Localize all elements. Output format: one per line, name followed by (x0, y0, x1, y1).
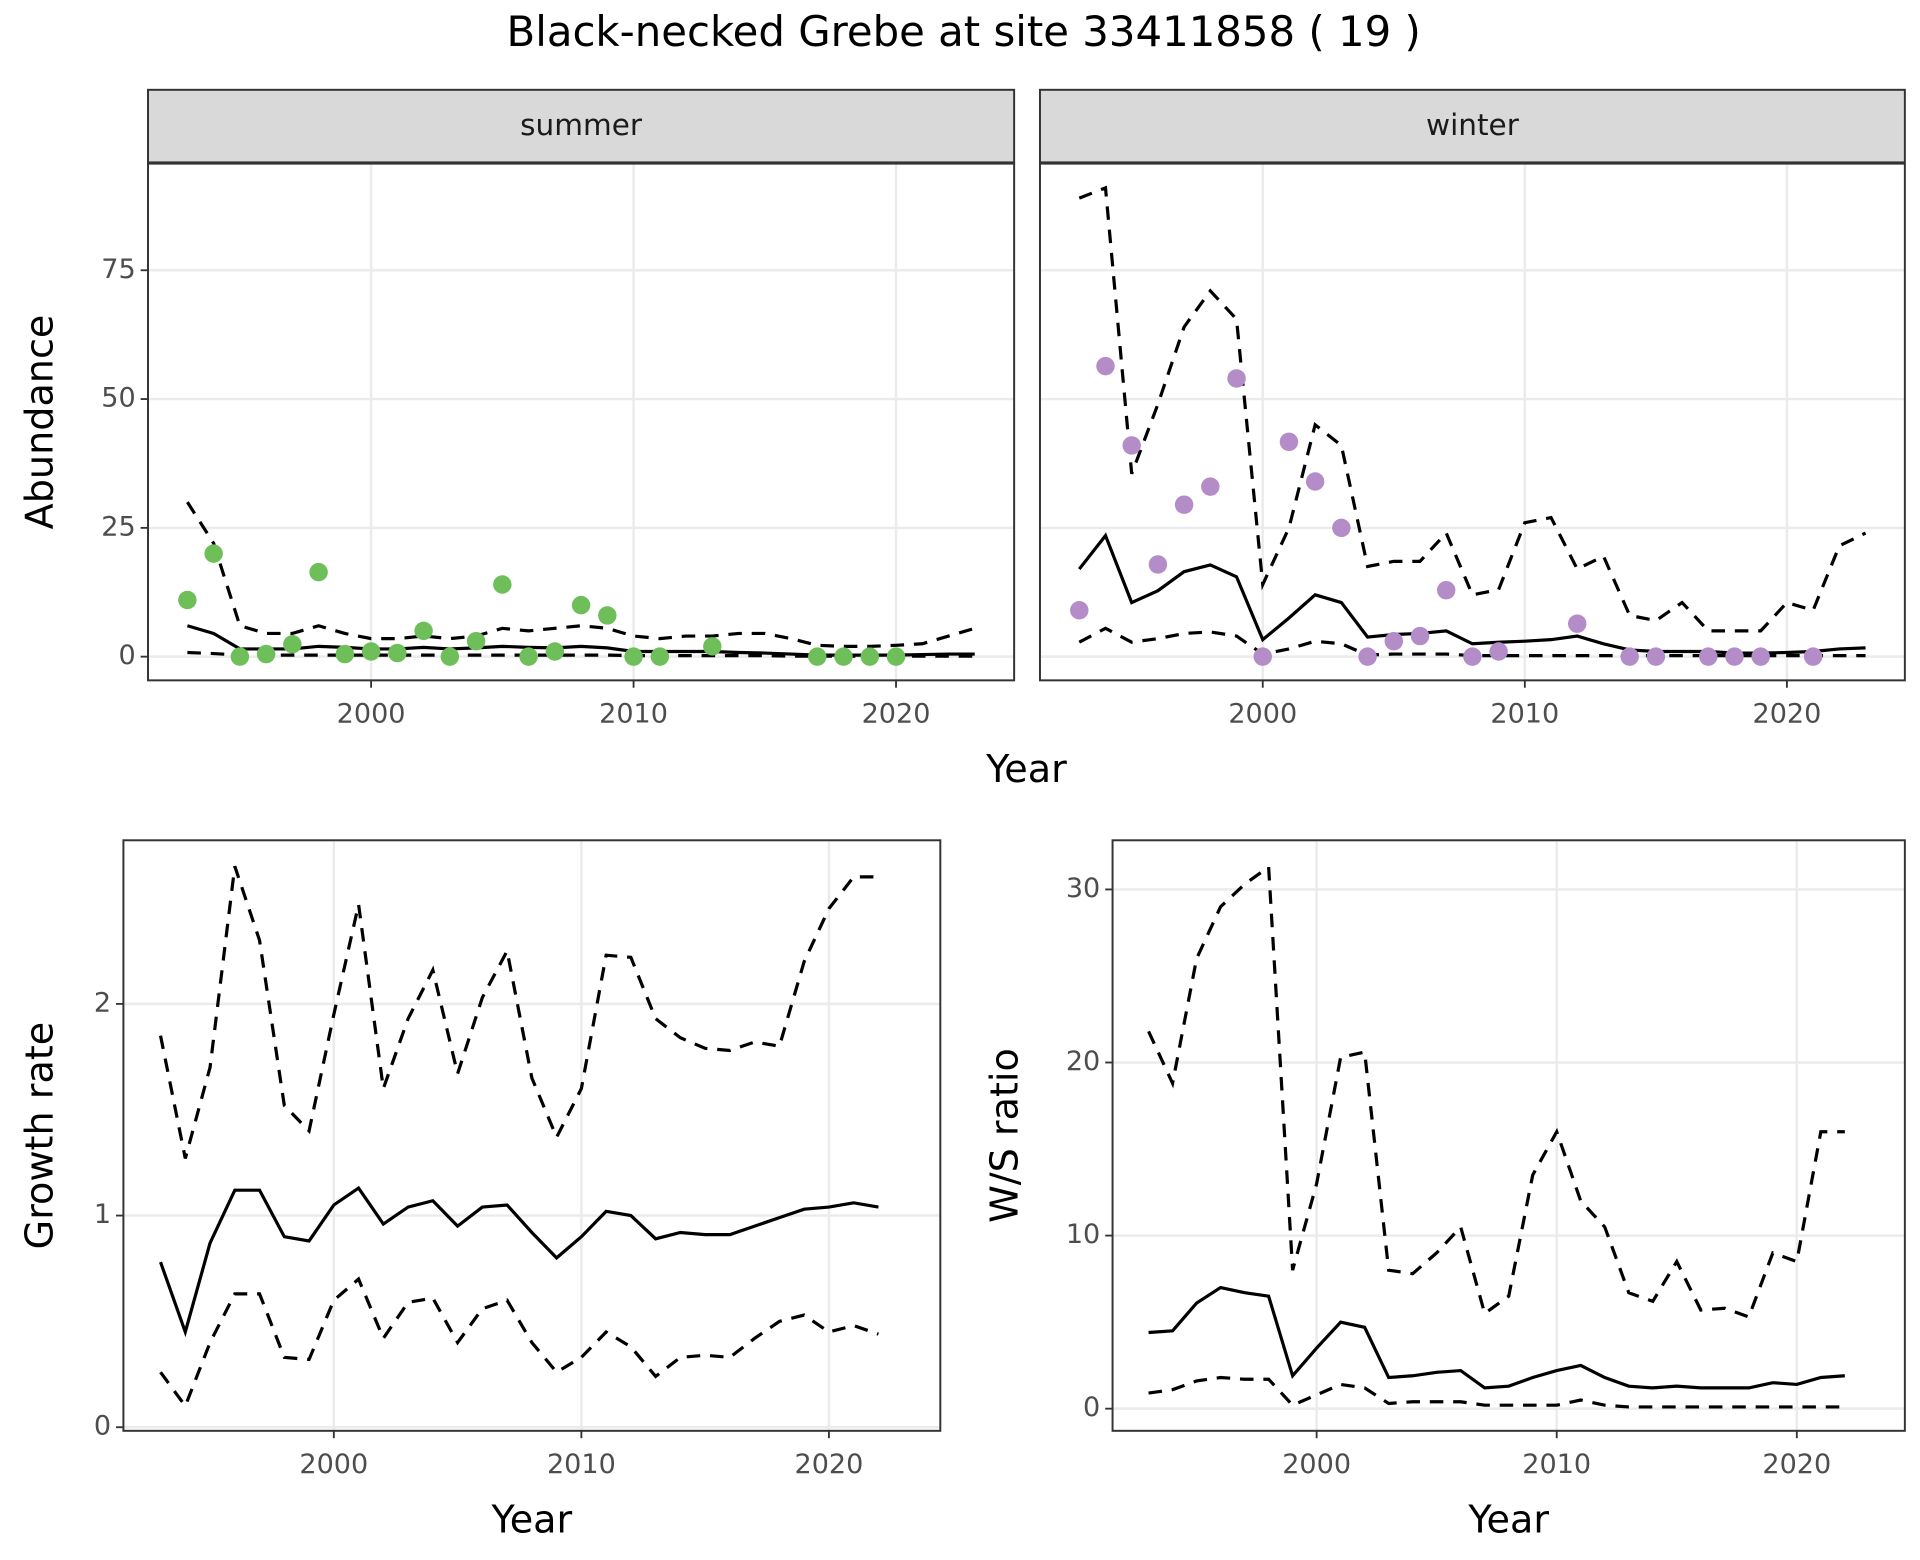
x-tick-label: 2010 (599, 698, 668, 729)
data-point (1463, 647, 1482, 666)
line-series (158, 865, 879, 1159)
data-point (1646, 647, 1666, 666)
data-point (1122, 436, 1141, 455)
line-series (1078, 185, 1867, 633)
data-point (204, 544, 223, 563)
data-point (256, 644, 276, 664)
facet-label: winter (1426, 108, 1520, 142)
y-axis-title: Growth rate (18, 1022, 62, 1250)
line-series (1148, 1375, 1845, 1409)
y-axis-title: Abundance (18, 315, 62, 530)
data-point (1620, 647, 1639, 666)
data-point (571, 595, 591, 615)
line-series (1147, 863, 1845, 1319)
data-point (1096, 356, 1115, 376)
panel-border (1038, 162, 1906, 682)
facet-label: summer (520, 108, 643, 142)
chart-title: Black-necked Grebe at site 33411858 ( 19… (507, 7, 1421, 56)
data-point (886, 647, 906, 666)
y-tick-label: 50 (101, 383, 135, 414)
x-tick-label: 2010 (547, 1449, 616, 1480)
panel-background (1112, 840, 1905, 1431)
x-tick-label: 2020 (1762, 1449, 1831, 1480)
data-point (466, 631, 486, 651)
facet-strip (1038, 88, 1906, 164)
data-point (1279, 432, 1299, 452)
x-tick-label: 2020 (862, 698, 931, 729)
x-tick-label: 2000 (1228, 698, 1297, 729)
y-tick-label: 2 (94, 987, 111, 1018)
data-point (283, 635, 302, 654)
x-axis-title: Year (491, 1497, 573, 1541)
y-tick-label: 20 (1066, 1046, 1100, 1077)
data-point (230, 647, 250, 666)
data-point (1803, 647, 1823, 666)
y-tick-label: 0 (1083, 1392, 1100, 1423)
panel-border (122, 839, 942, 1432)
panel-border (1111, 839, 1906, 1432)
y-tick-label: 30 (1066, 873, 1100, 904)
line-series (1148, 1285, 1845, 1390)
panel-background (148, 163, 1015, 681)
data-point (1568, 614, 1587, 633)
x-tick-label: 2000 (1282, 1449, 1351, 1480)
data-point (624, 647, 643, 666)
data-point (1699, 647, 1718, 666)
x-tick-label: 2000 (337, 698, 406, 729)
line-series (159, 1276, 879, 1410)
data-point (335, 644, 355, 664)
x-tick-label: 2010 (1522, 1449, 1591, 1480)
data-point (388, 643, 407, 663)
data-point (1358, 647, 1377, 666)
data-point (1201, 477, 1220, 496)
x-tick-label: 2020 (1752, 698, 1821, 729)
y-tick-label: 0 (118, 640, 135, 671)
y-tick-label: 10 (1066, 1219, 1100, 1250)
line-series (186, 501, 976, 648)
facet-strip (147, 88, 1016, 164)
data-point (808, 647, 827, 666)
data-point (1436, 580, 1456, 600)
data-point (834, 647, 853, 666)
data-point (414, 621, 433, 641)
data-point (309, 562, 328, 582)
data-point (1332, 518, 1351, 538)
data-point (1253, 647, 1272, 666)
data-point (703, 637, 722, 656)
y-tick-label: 75 (101, 254, 135, 285)
panel-border (147, 162, 1016, 682)
data-point (1227, 369, 1246, 388)
x-axis-title: Year (985, 747, 1067, 791)
x-tick-label: 2010 (1490, 698, 1559, 729)
y-axis-title: W/S ratio (982, 1048, 1026, 1223)
x-tick-label: 2000 (299, 1449, 368, 1480)
data-point (1305, 472, 1325, 491)
data-point (1751, 647, 1770, 666)
data-point (598, 606, 617, 625)
data-point (1070, 601, 1089, 620)
data-point (519, 647, 538, 666)
data-point (440, 647, 460, 666)
line-series (159, 1185, 879, 1338)
y-tick-label: 25 (101, 511, 135, 542)
data-point (493, 575, 512, 594)
data-point (650, 647, 670, 666)
data-point (1489, 642, 1508, 661)
data-point (178, 590, 197, 610)
data-point (1410, 626, 1430, 646)
y-tick-label: 1 (94, 1199, 111, 1230)
data-point (361, 642, 381, 661)
data-point (545, 642, 565, 661)
x-axis-title: Year (1467, 1497, 1549, 1541)
y-tick-label: 0 (94, 1411, 111, 1442)
data-point (1174, 495, 1194, 514)
data-point (1725, 647, 1744, 666)
data-point (1384, 631, 1404, 651)
data-point (1148, 555, 1168, 574)
x-tick-label: 2020 (794, 1449, 863, 1480)
data-point (860, 647, 880, 666)
panel-background (1039, 163, 1905, 681)
